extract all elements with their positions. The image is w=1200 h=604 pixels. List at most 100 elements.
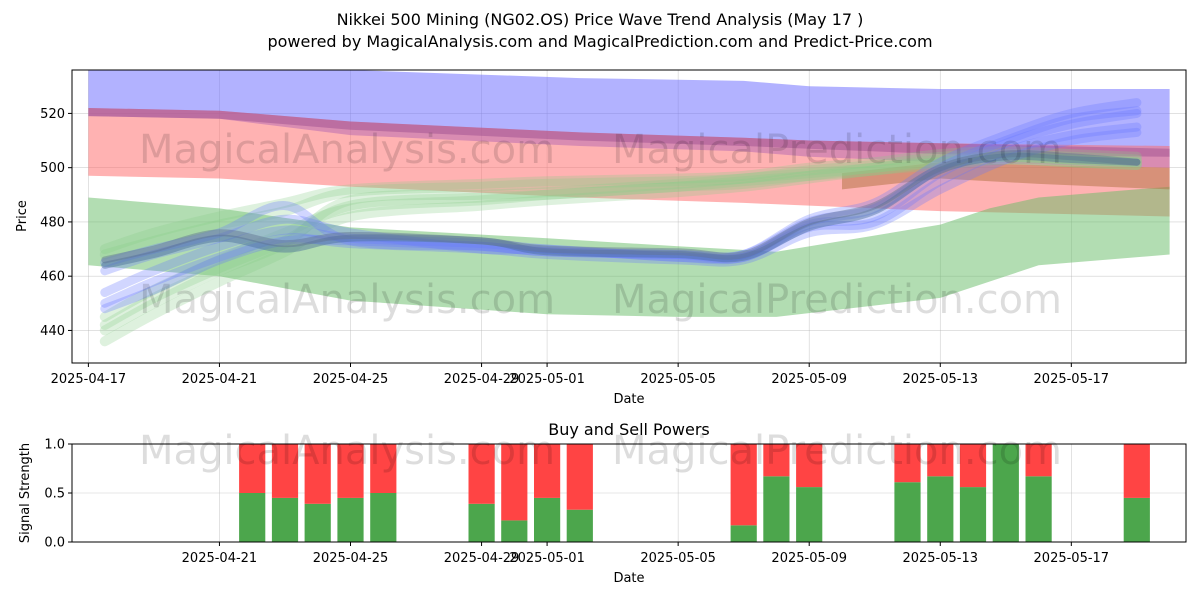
sell-bar-3 bbox=[337, 444, 364, 498]
main-y-tick-label-4: 520 bbox=[40, 107, 65, 122]
blue-wave-line-4 bbox=[100, 98, 1142, 276]
powers-x-tick-label-0: 2025-04-21 bbox=[182, 551, 258, 566]
trend-band-1 bbox=[88, 108, 1170, 217]
sell-bar-12 bbox=[894, 444, 921, 483]
main-y-tick-label-0: 440 bbox=[40, 324, 65, 339]
main-x-tick-label-3: 2025-04-29 bbox=[444, 372, 520, 387]
sell-bar-10 bbox=[763, 444, 790, 477]
powers-x-tick-label-2: 2025-04-29 bbox=[444, 551, 520, 566]
buy-bar-9 bbox=[730, 525, 757, 542]
dark-wave-line-0 bbox=[101, 152, 1141, 269]
main-x-tick-label-1: 2025-04-21 bbox=[182, 372, 258, 387]
sell-bar-1 bbox=[271, 444, 299, 498]
powers-y-axis: 0.0 0.5 1.0 bbox=[44, 438, 72, 551]
sell-bar-7 bbox=[534, 444, 561, 498]
watermark-prediction-upper: MagicalPrediction.com bbox=[612, 127, 1062, 173]
buy-bar-2 bbox=[304, 503, 331, 542]
buy-bar-16 bbox=[1025, 476, 1052, 542]
buy-bar-13 bbox=[927, 476, 954, 542]
buy-bar-17 bbox=[1123, 497, 1150, 542]
main-x-tick-label-6: 2025-05-09 bbox=[771, 372, 847, 387]
main-watermarks: MagicalAnalysis.com MagicalPrediction.co… bbox=[139, 127, 1062, 323]
green-wave-line-4 bbox=[99, 146, 1142, 255]
powers-x-tick-label-3: 2025-05-01 bbox=[509, 551, 585, 566]
watermark-analysis-lower: MagicalAnalysis.com bbox=[139, 277, 555, 323]
buy-bar-4 bbox=[370, 493, 397, 542]
blue-wave-line-0 bbox=[100, 122, 1142, 297]
powers-y-tick-label-2: 1.0 bbox=[44, 438, 65, 453]
trend-band-3 bbox=[88, 186, 1170, 317]
buy-bar-1 bbox=[271, 497, 299, 542]
trend-band-2 bbox=[88, 108, 1170, 157]
sell-bar-11 bbox=[796, 444, 823, 488]
buy-bar-6 bbox=[501, 520, 528, 542]
dark-wave-line-1 bbox=[101, 150, 1141, 264]
sell-bar-8 bbox=[566, 444, 593, 510]
main-x-tick-label-0: 2025-04-17 bbox=[51, 372, 127, 387]
main-plot-frame bbox=[71, 69, 1187, 364]
buy-bar-11 bbox=[796, 487, 823, 542]
trend-bands bbox=[88, 70, 1170, 317]
powers-bars bbox=[239, 444, 1150, 542]
buy-bar-5 bbox=[468, 503, 495, 542]
watermark-analysis-powers: MagicalAnalysis.com bbox=[139, 428, 555, 474]
trend-band-4 bbox=[842, 162, 1170, 190]
sell-bar-14 bbox=[959, 444, 987, 488]
blue-wave-line-1 bbox=[100, 127, 1142, 308]
green-wave-line-1 bbox=[99, 154, 1142, 322]
main-y-axis: 440 460 480 500 520 bbox=[40, 107, 72, 339]
powers-y-tick-label-0: 0.0 bbox=[44, 536, 65, 551]
buy-bar-10 bbox=[763, 476, 790, 542]
powers-x-tick-label-6: 2025-05-13 bbox=[902, 551, 978, 566]
buy-bar-3 bbox=[337, 497, 364, 542]
wave-lines bbox=[99, 98, 1142, 347]
powers-x-tick-label-4: 2025-05-05 bbox=[640, 551, 716, 566]
sell-bar-6 bbox=[501, 444, 528, 521]
buy-bar-0 bbox=[239, 493, 266, 542]
main-plot-area bbox=[88, 70, 1170, 347]
powers-x-tick-label-1: 2025-04-25 bbox=[313, 551, 389, 566]
green-wave-line-2 bbox=[99, 149, 1142, 260]
main-x-tick-label-4: 2025-05-01 bbox=[509, 372, 585, 387]
powers-x-tick-label-5: 2025-05-09 bbox=[771, 551, 847, 566]
green-wave-line-5 bbox=[99, 151, 1142, 330]
powers-x-tick-label-7: 2025-05-17 bbox=[1034, 551, 1110, 566]
blue-wave-line-2 bbox=[100, 106, 1142, 268]
main-x-tick-label-5: 2025-05-05 bbox=[640, 372, 716, 387]
powers-x-axis: 2025-04-21 2025-04-25 2025-04-292025-05-01… bbox=[182, 542, 1109, 566]
main-y-tick-label-3: 500 bbox=[40, 161, 65, 176]
buy-bar-14 bbox=[959, 487, 987, 542]
buy-bar-8 bbox=[566, 509, 593, 542]
buy-bar-12 bbox=[894, 482, 921, 542]
main-x-tick-label-2: 2025-04-25 bbox=[313, 372, 389, 387]
watermark-prediction-lower: MagicalPrediction.com bbox=[612, 277, 1062, 323]
green-wave-line-3 bbox=[99, 154, 1142, 347]
sell-bar-16 bbox=[1025, 444, 1052, 477]
chart-subtitle: powered by MagicalAnalysis.com and Magic… bbox=[267, 32, 932, 51]
main-x-axis: 2025-04-17 2025-04-21 2025-04-25 2025-04-29… bbox=[51, 363, 1109, 387]
main-x-tick-label-7: 2025-05-13 bbox=[902, 372, 978, 387]
powers-title: Buy and Sell Powers bbox=[548, 420, 710, 439]
powers-y-tick-label-1: 0.5 bbox=[44, 487, 65, 502]
blue-wave-line-3 bbox=[100, 108, 1142, 314]
powers-x-axis-label: Date bbox=[613, 571, 644, 586]
sell-bar-2 bbox=[304, 444, 331, 504]
chart-title: Nikkei 500 Mining (NG02.OS) Price Wave T… bbox=[337, 10, 864, 29]
sell-bar-13 bbox=[927, 444, 954, 477]
sell-bar-17 bbox=[1123, 444, 1150, 498]
powers-watermarks: MagicalAnalysis.com MagicalPrediction.co… bbox=[139, 428, 1062, 474]
watermark-prediction-powers: MagicalPrediction.com bbox=[612, 428, 1062, 474]
main-y-axis-label: Price bbox=[15, 200, 30, 232]
main-y-tick-label-2: 480 bbox=[40, 215, 65, 230]
main-y-tick-label-1: 460 bbox=[40, 270, 65, 285]
buy-bar-7 bbox=[534, 497, 561, 542]
main-x-axis-label: Date bbox=[613, 392, 644, 407]
green-wave-line-0 bbox=[99, 151, 1142, 336]
sell-bar-0 bbox=[239, 444, 266, 493]
buy-bar-15 bbox=[992, 444, 1019, 542]
powers-y-axis-label: Signal Strength bbox=[18, 443, 33, 543]
sell-bar-5 bbox=[468, 444, 495, 504]
watermark-analysis-upper: MagicalAnalysis.com bbox=[139, 127, 555, 173]
